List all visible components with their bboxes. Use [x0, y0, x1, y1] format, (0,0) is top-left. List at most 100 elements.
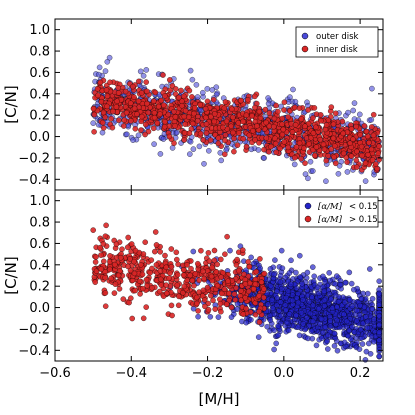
scatter-point	[172, 114, 179, 120]
scatter-point	[160, 136, 167, 142]
scatter-point	[153, 242, 160, 248]
scatter-point	[243, 305, 249, 312]
scatter-point	[111, 290, 118, 296]
scatter-point	[169, 312, 175, 319]
scatter-point	[222, 137, 228, 144]
scatter-point	[349, 303, 356, 310]
scatter-point	[260, 294, 267, 301]
scatter-point	[323, 178, 329, 184]
scatter-point	[321, 303, 328, 309]
scatter-point	[361, 123, 368, 129]
scatter-point	[369, 306, 375, 312]
scatter-point	[225, 278, 231, 285]
scatter-point	[245, 97, 251, 103]
scatter-point	[223, 301, 230, 308]
y-tick-label: 0.8	[29, 45, 50, 60]
scatter-point	[174, 271, 181, 278]
scatter-point	[143, 67, 150, 73]
scatter-point	[149, 284, 155, 291]
scatter-point	[267, 317, 274, 323]
scatter-point	[140, 73, 147, 79]
scatter-point	[116, 285, 123, 292]
scatter-point	[250, 127, 256, 134]
scatter-point	[279, 265, 286, 272]
scatter-point	[246, 263, 253, 270]
scatter-point	[282, 302, 289, 309]
scatter-point	[356, 111, 363, 118]
scatter-point	[205, 249, 212, 256]
scatter-point	[168, 246, 175, 252]
scatter-point	[348, 153, 355, 159]
scatter-point	[160, 72, 166, 78]
top-legend: outer disk inner disk	[295, 26, 379, 58]
scatter-point	[189, 277, 195, 284]
scatter-point	[158, 97, 164, 104]
y-tick-label: 0.4	[29, 87, 50, 102]
scatter-point	[175, 302, 182, 309]
scatter-point	[313, 144, 320, 150]
scatter-point	[321, 297, 328, 304]
scatter-point	[273, 149, 280, 156]
scatter-point	[179, 102, 185, 109]
scatter-point	[279, 131, 286, 138]
scatter-point	[350, 286, 357, 293]
scatter-point	[201, 275, 207, 282]
scatter-point	[142, 121, 149, 128]
scatter-point	[154, 120, 161, 126]
scatter-point	[270, 123, 277, 130]
scatter-point	[298, 155, 305, 162]
y-tick-label: 0.4	[29, 258, 50, 273]
scatter-point	[252, 276, 259, 283]
scatter-point	[272, 140, 279, 147]
scatter-point	[267, 143, 274, 150]
scatter-point	[325, 117, 332, 123]
scatter-point	[291, 154, 298, 161]
scatter-point	[163, 290, 170, 297]
scatter-point	[204, 86, 211, 92]
scatter-point	[310, 115, 316, 121]
scatter-point	[261, 270, 268, 277]
scatter-point	[200, 268, 206, 275]
scatter-point	[131, 105, 138, 112]
scatter-point	[171, 140, 177, 146]
scatter-point	[215, 140, 222, 147]
scatter-point	[375, 150, 382, 157]
scatter-point	[168, 302, 175, 309]
scatter-point	[197, 130, 204, 137]
scatter-point	[218, 274, 224, 281]
scatter-point	[320, 141, 327, 148]
scatter-point	[300, 297, 306, 303]
scatter-point	[194, 118, 201, 124]
scatter-point	[369, 85, 375, 92]
scatter-point	[235, 267, 242, 274]
scatter-point	[350, 107, 357, 114]
scatter-point	[258, 279, 265, 286]
scatter-point	[135, 78, 142, 85]
scatter-point	[312, 152, 318, 159]
scatter-point	[234, 142, 241, 148]
top-scatter-points	[90, 54, 383, 184]
scatter-point	[198, 247, 204, 254]
scatter-point	[341, 339, 348, 346]
scatter-point	[278, 286, 285, 292]
scatter-point	[279, 121, 285, 128]
scatter-point	[186, 87, 193, 94]
scatter-point	[256, 308, 262, 315]
scatter-point	[358, 296, 365, 302]
scatter-point	[194, 94, 201, 100]
scatter-point	[98, 266, 105, 272]
scatter-point	[119, 246, 125, 252]
scatter-point	[297, 274, 303, 280]
scatter-point	[309, 168, 316, 174]
scatter-point	[308, 328, 315, 335]
scatter-point	[122, 88, 129, 95]
scatter-point	[276, 307, 282, 314]
scatter-point	[279, 115, 286, 122]
scatter-point	[184, 277, 190, 284]
scatter-point	[208, 273, 215, 280]
scatter-point	[98, 98, 105, 105]
scatter-point	[344, 169, 351, 175]
scatter-point	[323, 157, 330, 164]
scatter-point	[231, 148, 237, 155]
scatter-point	[205, 306, 212, 313]
